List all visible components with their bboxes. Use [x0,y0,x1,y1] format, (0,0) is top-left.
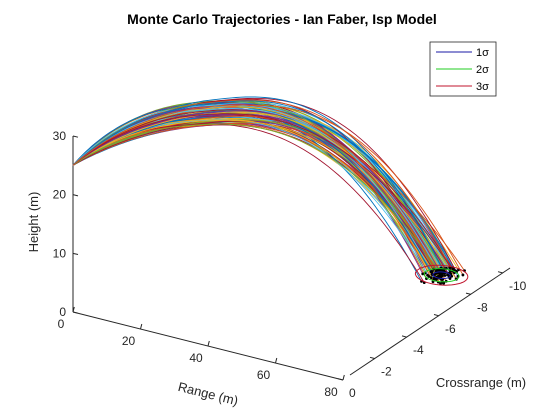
z-tick-label: 0 [59,305,66,319]
impact-point [421,272,425,276]
error-ellipse [423,268,460,283]
trajectory-line [72,123,447,282]
y-tick-mark [497,271,504,274]
trajectory-lines [72,96,465,284]
y-tick-label: -10 [509,279,527,293]
impact-point [433,277,437,281]
trajectory-line [72,123,425,283]
impact-point [450,274,454,278]
y-tick-label: -4 [413,343,424,357]
trajectory-line [72,123,443,277]
impact-point [461,273,465,277]
trajectory-line [72,96,443,270]
x-tick-mark [275,357,278,364]
trajectory-line [72,119,454,272]
error-ellipse [432,271,451,279]
y-tick-mark [433,314,440,317]
z-tick-mark [72,135,79,138]
y-tick-label: -8 [477,300,488,314]
x-tick-label: 20 [122,334,136,348]
chart-title: Monte Carlo Trajectories - Ian Faber, Is… [127,11,437,27]
legend: 1σ 2σ 3σ [429,41,497,97]
z-tick-label: 10 [53,246,67,260]
z-axis-label: Height (m) [26,192,41,253]
y-tick-label: -6 [445,322,456,336]
y-tick-mark [369,356,376,360]
y-tick-label: 0 [349,386,356,400]
error-ellipse [414,264,469,286]
z-tick-mark [72,194,79,197]
impact-point [429,276,433,280]
impact-point [427,275,431,278]
impact-point [440,274,444,278]
z-tick-mark [72,252,79,256]
impact-point [439,269,443,272]
trajectory-line [72,100,445,274]
z-tick-label: 30 [53,129,67,143]
y-axis-label: Crossrange (m) [436,375,526,390]
y-tick-mark [337,378,344,381]
x-tick-label: 0 [58,317,65,331]
legend-entry-label: 3σ [476,81,489,93]
x-axis-label: Range (m) [176,379,239,408]
x-tick-label: 40 [189,351,203,365]
y-axis-line [349,267,511,376]
trajectory-line [72,109,455,272]
legend-entry-label: 1σ [476,47,489,59]
legend-entry-label: 2σ [476,64,489,76]
x-tick-mark [140,323,143,330]
trajectory-line [72,104,438,274]
y-tick-label: -2 [381,365,392,379]
y-tick-mark [401,335,408,338]
z-tick-label: 20 [53,188,67,202]
x-tick-mark [207,340,210,347]
impact-point [451,267,455,271]
trajectory-line [72,113,455,273]
y-tick-mark [465,292,472,295]
x-tick-label: 80 [324,385,338,399]
error-ellipses [414,264,469,286]
trajectory-line [72,122,465,271]
x-tick-mark [72,306,75,313]
z-tick-mark [72,311,79,314]
impact-point [430,270,433,273]
impact-point [438,272,442,276]
x-tick-mark [342,374,345,381]
x-tick-label: 60 [257,368,271,382]
impact-point [443,274,447,277]
